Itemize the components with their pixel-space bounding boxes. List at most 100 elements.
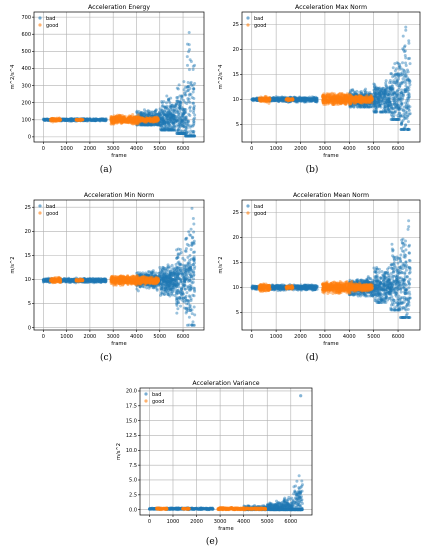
point-good [335,98,339,102]
point-bad [68,118,72,122]
point-good [81,118,85,122]
point-bad [68,278,72,282]
point-good [131,120,135,124]
point-bad [312,96,316,100]
point-bad [299,99,303,103]
point-bad [77,117,81,121]
point-bad [68,279,72,283]
point-bad [395,103,399,107]
point-bad [182,80,186,84]
point-good [331,100,335,104]
point-bad [353,99,357,103]
point-bad [93,118,97,122]
point-bad [181,130,185,134]
point-good [339,101,343,105]
point-bad [370,92,374,96]
point-bad [258,97,262,101]
point-good [344,96,348,100]
point-bad [147,111,151,115]
point-bad [280,97,284,101]
point-bad [280,95,284,99]
point-bad [293,98,297,102]
point-bad [161,116,165,120]
point-bad [355,94,359,98]
point-bad [146,120,150,124]
point-bad [173,117,177,121]
point-bad [72,118,76,122]
point-good [349,102,353,106]
point-bad [71,279,75,283]
point-good [143,117,147,121]
point-good [75,118,79,122]
point-good [343,97,347,101]
point-bad [144,120,148,124]
point-bad [141,114,145,118]
point-bad [169,115,173,119]
point-bad [190,83,194,87]
point-bad [151,118,155,122]
point-good [366,98,370,102]
point-good [353,98,357,102]
point-bad [355,99,359,103]
point-bad [139,111,143,115]
point-bad [398,83,402,87]
point-bad [310,96,314,100]
point-good [266,97,269,101]
point-good [368,95,372,99]
point-good [153,118,157,122]
point-bad [153,120,157,124]
point-bad [359,101,363,105]
point-good [267,98,271,102]
point-good [264,98,268,102]
point-good [332,98,336,102]
point-good [137,121,141,125]
point-bad [180,106,184,110]
point-bad [189,80,193,84]
point-bad [155,120,159,124]
point-bad [76,278,80,282]
point-bad [73,278,77,282]
point-bad [166,111,170,115]
point-bad [150,120,154,124]
point-bad [354,101,358,105]
point-good [133,116,137,120]
point-bad [355,98,359,102]
point-bad [403,125,407,129]
point-bad [102,280,106,284]
point-bad [188,125,192,129]
point-bad [286,96,290,100]
point-good [364,95,368,99]
point-bad [62,118,66,122]
point-bad [45,117,49,121]
point-good [342,97,346,101]
point-bad [252,99,256,103]
point-good [150,115,154,119]
point-bad [95,277,99,281]
point-bad [406,104,410,108]
point-bad [75,118,79,122]
point-bad [352,101,356,105]
point-bad [355,103,359,107]
point-good [116,117,120,121]
point-good [347,98,351,102]
point-bad [168,111,172,115]
point-bad [372,101,376,105]
point-good [365,99,369,103]
point-bad [254,97,258,101]
point-bad [374,94,378,98]
point-good [50,117,54,121]
point-bad [363,99,367,103]
y-tick-label: 700 [21,15,31,21]
point-good [322,95,326,99]
point-bad [256,98,260,102]
point-bad [407,88,411,92]
point-good [362,98,366,102]
point-bad [51,118,55,122]
point-bad [98,118,102,122]
series-good [257,91,374,106]
point-good [335,98,339,102]
point-bad [408,62,412,66]
point-bad [400,107,404,111]
point-bad [390,111,394,115]
point-bad [51,117,55,121]
